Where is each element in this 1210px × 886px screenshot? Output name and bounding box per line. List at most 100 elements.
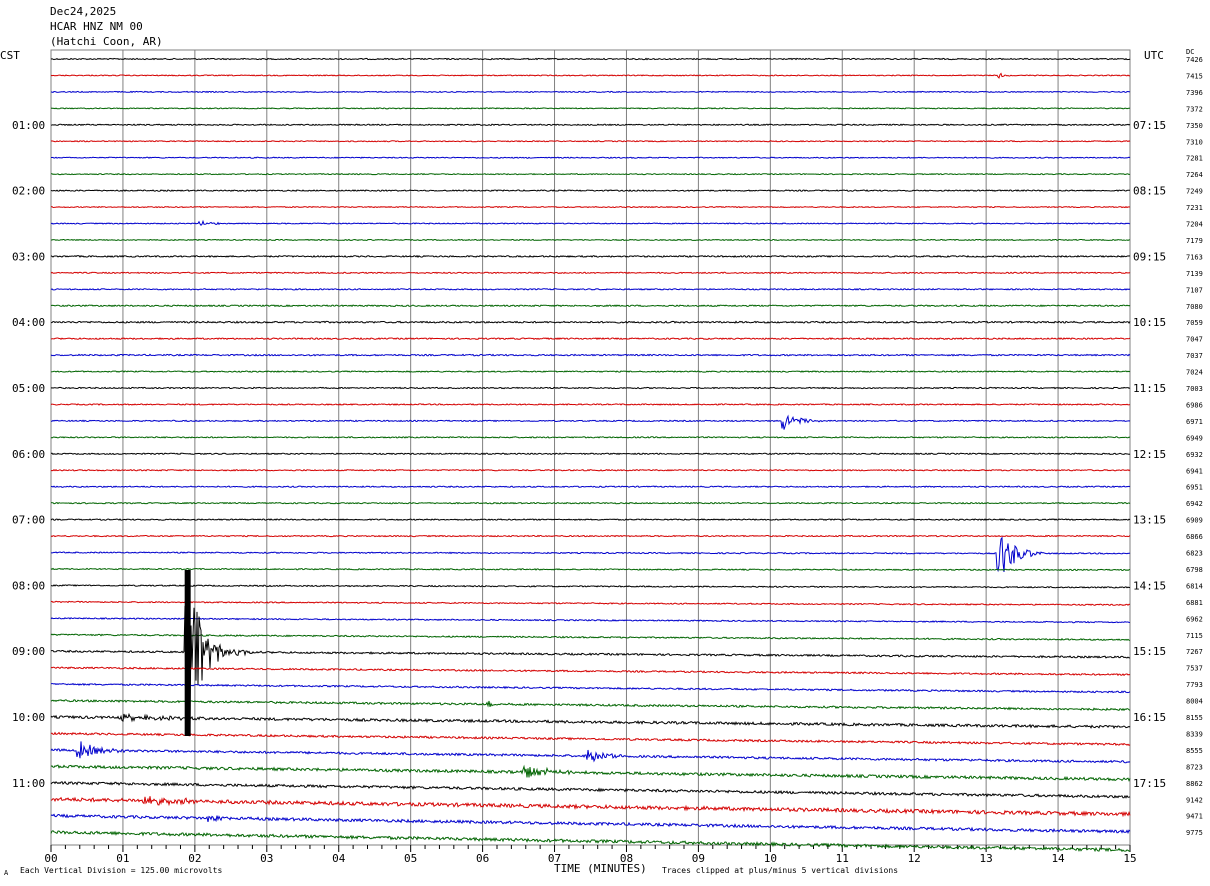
dc-offset-label: 7249 xyxy=(1186,188,1203,196)
trace-black xyxy=(50,518,1131,521)
trace-red xyxy=(50,468,1131,472)
dc-offset-label: 6949 xyxy=(1186,434,1203,442)
x-tick-label: 09 xyxy=(692,852,705,865)
trace-black xyxy=(50,57,1131,61)
dc-offset-label: 7267 xyxy=(1186,648,1203,656)
x-tick-label: 02 xyxy=(188,852,201,865)
trace-blue xyxy=(51,536,1131,573)
x-tick-label: 11 xyxy=(836,852,849,865)
dc-offset-label: 7047 xyxy=(1186,336,1203,344)
dc-offset-label: 6971 xyxy=(1186,418,1203,426)
dc-offset-label: 6942 xyxy=(1186,500,1203,508)
right-time-label: 15:15 xyxy=(1133,645,1166,658)
trace-red xyxy=(50,534,1131,538)
dc-offset-label: 8723 xyxy=(1186,763,1203,771)
right-time-label: 07:15 xyxy=(1133,119,1166,132)
left-time-label: 11:00 xyxy=(12,777,45,790)
dc-offset-label: 7163 xyxy=(1186,253,1203,261)
dc-offset-label: 7793 xyxy=(1186,681,1203,689)
dc-offset-label: 8862 xyxy=(1186,780,1203,788)
trace-black xyxy=(50,320,1131,324)
dc-offset-label: 7107 xyxy=(1186,286,1203,294)
dc-offset-label: 7037 xyxy=(1186,352,1203,360)
trace-red xyxy=(50,337,1131,341)
trace-green xyxy=(50,567,1131,572)
dc-offset-label: 6823 xyxy=(1186,550,1203,558)
dc-offset-label: 7350 xyxy=(1186,122,1203,130)
left-time-label: 04:00 xyxy=(12,316,45,329)
trace-red xyxy=(50,271,1131,275)
trace-blue xyxy=(51,414,1131,430)
dc-offset-label: 6881 xyxy=(1186,599,1203,607)
trace-green xyxy=(50,436,1131,439)
dc-offset-label: 7396 xyxy=(1186,89,1203,97)
trace-green xyxy=(50,633,1131,641)
trace-black xyxy=(50,254,1131,258)
trace-blue xyxy=(50,617,1131,624)
x-tick-label: 06 xyxy=(476,852,489,865)
dc-offset-label: 9471 xyxy=(1186,813,1203,821)
trace-red xyxy=(50,72,1131,79)
trace-black xyxy=(50,584,1131,589)
left-time-label: 01:00 xyxy=(12,119,45,132)
dc-offset-label: 7179 xyxy=(1186,237,1203,245)
x-tick-label: 14 xyxy=(1051,852,1065,865)
dc-label: DC xyxy=(1186,48,1195,56)
right-time-label: 13:15 xyxy=(1133,514,1166,527)
dc-offset-label: 8155 xyxy=(1186,714,1203,722)
x-tick-label: 08 xyxy=(620,852,633,865)
trace-blue xyxy=(50,90,1131,94)
x-tick-label: 13 xyxy=(980,852,993,865)
dc-offset-label: 7231 xyxy=(1186,204,1203,212)
header-station: HCAR HNZ NM 00 xyxy=(50,20,143,33)
dc-offset-label: 6951 xyxy=(1186,484,1203,492)
dc-offset-label: 7426 xyxy=(1186,56,1203,64)
dc-offset-label: 9775 xyxy=(1186,829,1203,837)
trace-green xyxy=(50,830,1130,853)
trace-black xyxy=(50,780,1131,799)
dc-offset-label: 7281 xyxy=(1186,155,1203,163)
x-tick-label: 10 xyxy=(764,852,777,865)
dc-offset-label: 6866 xyxy=(1186,533,1203,541)
trace-black xyxy=(50,386,1131,390)
trace-black xyxy=(50,712,1131,730)
trace-red xyxy=(50,731,1131,747)
right-timezone-label: UTC xyxy=(1144,49,1164,62)
dc-offset-label: 7537 xyxy=(1186,665,1203,673)
trace-red xyxy=(50,205,1131,209)
dc-offset-label: 8555 xyxy=(1186,747,1203,755)
dc-offset-label: 7115 xyxy=(1186,632,1203,640)
x-tick-label: 15 xyxy=(1123,852,1136,865)
dc-offset-label: 6909 xyxy=(1186,517,1203,525)
trace-green xyxy=(50,107,1131,110)
dc-offset-label: 8004 xyxy=(1186,698,1203,706)
trace-black xyxy=(50,603,1130,730)
trace-green xyxy=(50,370,1131,373)
trace-red xyxy=(50,600,1131,606)
trace-blue xyxy=(50,485,1131,489)
scale-note: Each Vertical Division = 125.00 microvol… xyxy=(20,866,223,875)
right-time-label: 11:15 xyxy=(1133,382,1166,395)
dc-offset-label: 6932 xyxy=(1186,451,1203,459)
dc-offset-label: 7310 xyxy=(1186,138,1203,146)
clip-note: Traces clipped at plus/minus 5 vertical … xyxy=(662,866,899,875)
x-tick-label: 04 xyxy=(332,852,346,865)
trace-green xyxy=(50,238,1130,242)
left-time-label: 05:00 xyxy=(12,382,45,395)
trace-red xyxy=(50,140,1131,143)
left-time-label: 10:00 xyxy=(12,711,45,724)
dc-offset-label: 7372 xyxy=(1186,105,1203,113)
right-time-label: 14:15 xyxy=(1133,579,1166,592)
left-time-label: 07:00 xyxy=(12,514,45,527)
trace-green xyxy=(50,501,1131,505)
x-axis-title: TIME (MINUTES) xyxy=(554,862,647,875)
trace-black xyxy=(50,123,1131,127)
dc-offset-label: 6986 xyxy=(1186,401,1203,409)
trace-green xyxy=(50,764,1131,782)
trace-blue xyxy=(50,287,1131,291)
dc-offset-label: 6814 xyxy=(1186,582,1203,590)
x-tick-label: 12 xyxy=(908,852,921,865)
dc-offset-label: 9142 xyxy=(1186,796,1203,804)
left-time-label: 06:00 xyxy=(12,448,45,461)
